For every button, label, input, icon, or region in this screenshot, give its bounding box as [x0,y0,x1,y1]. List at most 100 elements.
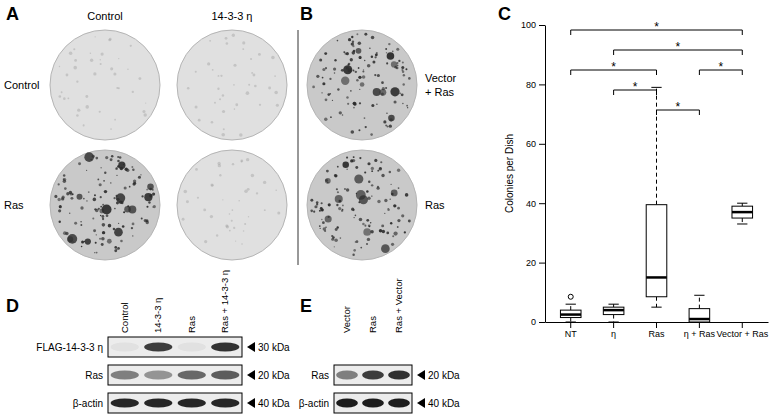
colony [274,91,278,95]
colony [104,190,107,193]
colony [363,69,364,70]
outlier [568,294,573,299]
colony [393,231,397,235]
colony [100,196,102,198]
whisker-cap-upper [694,295,704,296]
band [178,343,206,352]
x-tick-mark [742,322,743,328]
colony [124,186,127,189]
colony [66,74,69,77]
colony [259,104,261,106]
dish-plate [177,30,287,140]
colony [241,160,244,163]
colony [93,229,96,232]
band [336,371,358,380]
colony [102,218,104,220]
colony [351,36,353,38]
band [211,399,239,408]
colony [110,182,111,183]
colony [256,192,258,194]
colony [85,238,91,244]
colony [373,88,381,96]
colony [385,48,387,50]
colony [381,244,390,253]
box-body [732,206,753,218]
colony [377,170,379,172]
colony [386,62,388,64]
y-tick: 20 [526,258,545,268]
colony [399,93,400,94]
colony [322,221,325,224]
colony [126,168,129,171]
colony [187,87,190,90]
colony [242,48,244,50]
colony [352,51,356,55]
colony [356,48,362,54]
colony [102,231,105,234]
colony [94,252,95,253]
colony [330,116,332,118]
colony [113,197,115,199]
dish-plate [50,150,160,260]
colony [391,190,398,197]
colony [374,56,376,58]
colony [146,221,149,224]
significance-label: * [633,80,638,94]
colony [219,98,221,100]
panel-c: CColonies per Dish020406080100NTηRasη + … [498,4,769,339]
colony [246,158,249,161]
colony [364,171,366,173]
colony [344,188,346,190]
y-tick: 0 [531,317,545,327]
colony [354,174,363,183]
colony [358,67,360,69]
colony [217,88,219,90]
colony [229,213,231,215]
colony [355,241,357,243]
colony [146,206,148,208]
colony [94,194,96,196]
colony [93,72,96,75]
colony [116,193,125,202]
panel-label: E [300,296,312,316]
size-label: 30 kDa [258,342,290,353]
y-tick: 80 [526,80,545,90]
colony [397,219,400,222]
colony [147,183,154,190]
colony [340,237,342,239]
colony [99,238,101,240]
colony [83,124,85,126]
y-axis-line [545,26,546,323]
colony [356,79,359,82]
colony [100,63,102,65]
colony [74,222,77,225]
colony [319,225,321,227]
y-tick: 100 [521,20,545,30]
colony [59,221,61,223]
colony [358,201,360,203]
colony [117,160,120,163]
colony [389,171,392,174]
colony [346,96,348,98]
colony [316,203,318,205]
colony [186,200,189,203]
colony [149,194,152,197]
colony [182,218,185,221]
colony [332,100,333,101]
colony [263,181,266,184]
colony [352,254,355,257]
colony [393,204,396,207]
box-body [689,309,710,322]
colony [342,161,349,168]
colony [271,56,275,60]
colony [325,98,328,101]
significance-label: * [676,40,681,54]
colony [152,192,155,195]
colony [276,104,279,107]
colony [140,174,141,175]
colony [325,178,331,184]
colony [54,195,57,198]
colony [124,206,131,213]
colony [207,62,210,65]
colony [80,224,82,226]
